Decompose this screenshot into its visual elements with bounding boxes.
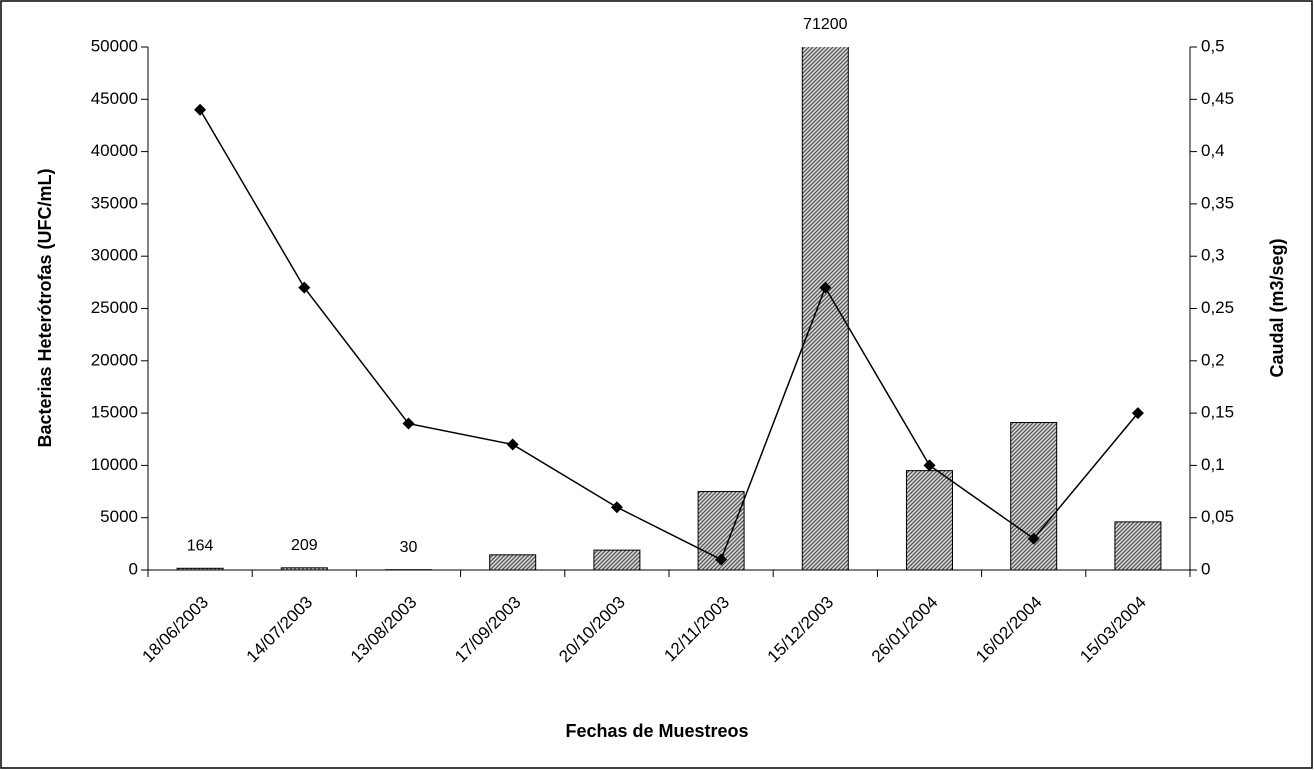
y-tick-label: 15000 — [91, 403, 138, 422]
y2-tick-label: 0,15 — [1201, 403, 1234, 422]
y-tick-label: 40000 — [91, 141, 138, 160]
bar — [801, 47, 849, 570]
y-tick-label: 50000 — [91, 36, 138, 55]
data-label: 209 — [291, 537, 318, 554]
y2-tick-label: 0,25 — [1201, 298, 1234, 317]
y2-axis-title: Caudal (m3/seg) — [1267, 238, 1287, 377]
data-label: 71200 — [803, 16, 848, 33]
bar — [1114, 521, 1162, 570]
point — [194, 103, 207, 116]
y-tick-label: 0 — [129, 559, 138, 578]
y-tick-label: 45000 — [91, 89, 138, 108]
y2-tick-label: 0,4 — [1201, 141, 1225, 160]
y-tick-label: 25000 — [91, 298, 138, 317]
point — [1027, 532, 1040, 545]
point — [298, 281, 311, 294]
x-axis-title: Fechas de Muestreos — [565, 721, 748, 741]
point — [819, 281, 832, 294]
point — [923, 459, 936, 472]
y2-tick-label: 0,05 — [1201, 507, 1234, 526]
point — [506, 438, 519, 451]
y-tick-label: 35000 — [91, 193, 138, 212]
y2-tick-label: 0,3 — [1201, 246, 1225, 265]
line — [199, 109, 1139, 561]
y-tick-label: 20000 — [91, 350, 138, 369]
y2-tick-label: 0,45 — [1201, 89, 1234, 108]
data-label: 30 — [400, 539, 418, 556]
plot-area — [176, 47, 1162, 570]
point — [1131, 407, 1144, 420]
y2-tick-label: 0 — [1201, 559, 1210, 578]
y2-tick-label: 0,1 — [1201, 455, 1225, 474]
bar — [489, 554, 537, 570]
y-axis-title: Bacterias Heterótrofas (UFC/mL) — [35, 168, 55, 447]
y-tick-label: 5000 — [100, 507, 138, 526]
point — [715, 553, 728, 566]
y2-tick-label: 0,2 — [1201, 350, 1225, 369]
bar — [906, 470, 953, 570]
data-label: 164 — [187, 538, 214, 555]
bar — [1010, 422, 1058, 570]
y-tick-label: 30000 — [91, 246, 138, 265]
point — [610, 501, 623, 514]
bar — [593, 549, 641, 570]
y2-tick-label: 0,5 — [1201, 36, 1225, 55]
y-tick-label: 10000 — [91, 455, 138, 474]
y2-tick-label: 0,35 — [1201, 193, 1234, 212]
point — [402, 417, 415, 430]
